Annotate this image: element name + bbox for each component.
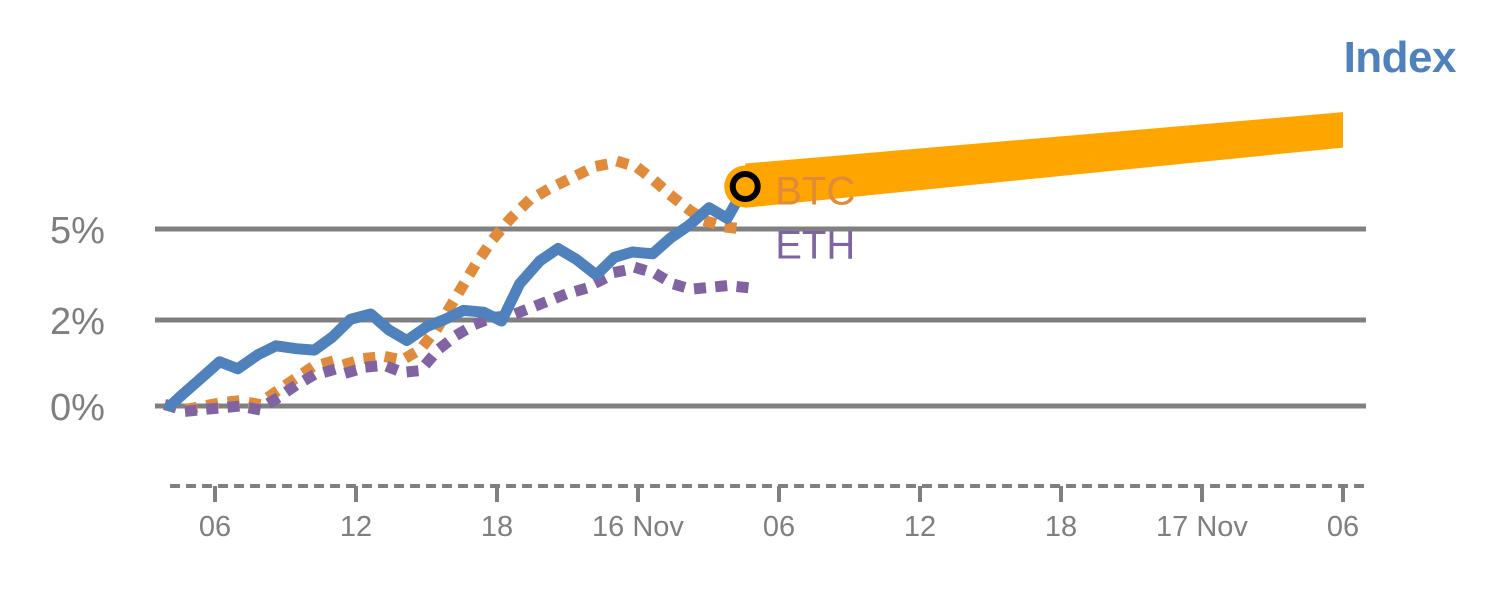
chart-title: Index — [1343, 33, 1457, 82]
x-tick-label-2: 18 — [481, 511, 513, 543]
x-tick-label-8: 06 — [1327, 511, 1359, 543]
x-tick-label-1: 12 — [340, 511, 372, 543]
x-tick-label-6: 18 — [1045, 511, 1077, 543]
y-axis-labels: 5% 2% 0% — [50, 210, 105, 429]
x-tick-label-0: 06 — [199, 511, 231, 543]
x-tick-label-3: 16 Nov — [592, 511, 684, 543]
series-line-btc — [163, 156, 750, 415]
current-point-marker[interactable] — [724, 165, 767, 208]
x-axis-ticks — [213, 486, 1345, 502]
x-tick-label-4: 06 — [763, 511, 795, 543]
gridlines — [155, 226, 1366, 409]
y-tick-label-0pct: 0% — [50, 387, 105, 429]
y-tick-label-2pct: 2% — [50, 301, 105, 343]
marker-ring[interactable] — [729, 171, 761, 203]
x-axis: 06 12 18 16 Nov 06 12 18 17 Nov 06 — [170, 484, 1366, 543]
series-line-index — [164, 181, 751, 412]
y-tick-label-5pct: 5% — [50, 210, 105, 252]
x-tick-label-7: 17 Nov — [1156, 511, 1248, 543]
series-line-eth — [163, 262, 752, 417]
forecast-cone — [745, 112, 1343, 208]
x-axis-labels: 06 12 18 16 Nov 06 12 18 17 Nov 06 — [199, 511, 1359, 543]
series-label-btc: BTC — [775, 170, 855, 214]
x-tick-label-5: 12 — [904, 511, 936, 543]
series-label-eth: ETH — [775, 224, 855, 268]
series-layer — [163, 156, 752, 417]
